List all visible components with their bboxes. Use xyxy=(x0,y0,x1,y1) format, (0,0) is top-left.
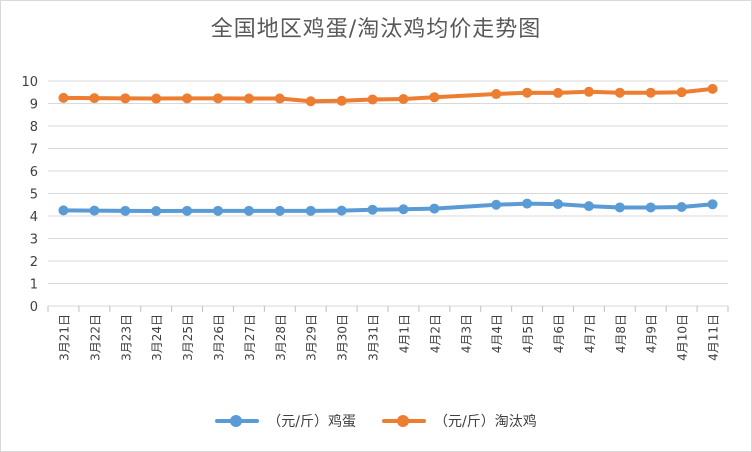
y-tick-label: 5 xyxy=(30,188,38,203)
data-point xyxy=(305,96,316,107)
data-point xyxy=(522,198,533,209)
data-point xyxy=(58,205,69,216)
x-tick-label: 3月21日 xyxy=(57,314,71,361)
x-tick-label: 3月27日 xyxy=(243,314,257,361)
legend: （元/斤）鸡蛋 （元/斤）淘汰鸡 xyxy=(1,411,751,431)
data-point xyxy=(182,205,193,216)
x-tick-label: 4月1日 xyxy=(397,314,411,353)
x-tick-label: 4月5日 xyxy=(521,314,535,353)
data-point xyxy=(336,95,347,106)
y-tick-label: 2 xyxy=(30,255,38,270)
y-tick-label: 1 xyxy=(30,278,38,293)
x-tick-label: 4月9日 xyxy=(645,314,659,353)
x-tick-label: 4月11日 xyxy=(707,314,721,361)
legend-label-egg: （元/斤）鸡蛋 xyxy=(267,414,356,430)
data-point xyxy=(89,205,100,216)
data-point xyxy=(614,87,625,98)
legend-item-egg: （元/斤）鸡蛋 xyxy=(215,411,356,431)
data-point xyxy=(367,94,378,105)
x-tick-label: 4月6日 xyxy=(552,314,566,353)
x-tick-label: 3月28日 xyxy=(274,314,288,361)
data-point xyxy=(274,93,285,104)
x-tick-label: 4月7日 xyxy=(583,314,597,353)
x-tick-label: 3月23日 xyxy=(119,314,133,361)
y-tick-label: 9 xyxy=(30,98,38,113)
legend-item-spent-hen: （元/斤）淘汰鸡 xyxy=(382,411,537,431)
x-tick-label: 4月2日 xyxy=(428,314,442,353)
data-point xyxy=(645,87,656,98)
legend-marker-egg xyxy=(215,415,260,427)
data-point xyxy=(367,204,378,215)
y-tick-label: 4 xyxy=(30,210,38,225)
y-tick-label: 7 xyxy=(30,143,38,158)
data-point xyxy=(243,205,254,216)
data-point xyxy=(583,201,594,212)
data-point xyxy=(522,87,533,98)
data-point xyxy=(429,203,440,214)
x-tick-label: 4月8日 xyxy=(614,314,628,353)
y-tick-label: 10 xyxy=(21,75,38,90)
x-tick-label: 3月30日 xyxy=(336,314,350,361)
data-point xyxy=(614,202,625,213)
x-tick-label: 4月3日 xyxy=(459,314,473,353)
data-point xyxy=(707,199,718,210)
data-point xyxy=(676,87,687,98)
data-point xyxy=(274,205,285,216)
data-point xyxy=(58,92,69,103)
x-tick-label: 3月25日 xyxy=(181,314,195,361)
chart-title: 全国地区鸡蛋/淘汰鸡均价走势图 xyxy=(210,17,542,42)
data-point xyxy=(151,93,162,104)
data-point xyxy=(553,87,563,98)
data-point xyxy=(707,83,718,94)
data-point xyxy=(429,92,440,103)
x-tick-label: 4月10日 xyxy=(676,314,690,361)
x-tick-label: 3月26日 xyxy=(212,314,226,361)
data-point xyxy=(676,202,687,212)
data-point xyxy=(120,205,131,216)
x-tick-label: 3月29日 xyxy=(305,314,319,361)
data-point xyxy=(213,205,223,216)
data-point xyxy=(151,206,162,217)
data-point xyxy=(398,204,409,215)
data-point xyxy=(645,202,656,213)
data-point xyxy=(553,199,563,210)
y-tick-label: 0 xyxy=(30,300,38,315)
y-tick-label: 8 xyxy=(30,120,38,135)
data-point xyxy=(89,93,100,104)
data-point xyxy=(182,93,193,104)
data-point xyxy=(305,205,316,216)
data-point xyxy=(491,89,502,100)
legend-marker-spent-hen xyxy=(382,415,426,427)
data-point xyxy=(583,86,594,97)
x-tick-label: 3月22日 xyxy=(88,314,102,361)
data-point xyxy=(336,205,347,216)
data-point xyxy=(398,94,409,104)
data-point xyxy=(213,93,223,104)
data-point xyxy=(243,93,254,104)
data-point xyxy=(491,199,502,210)
y-tick-label: 3 xyxy=(30,233,38,248)
x-tick-label: 3月24日 xyxy=(150,314,164,361)
legend-label-spent-hen: （元/斤）淘汰鸡 xyxy=(434,414,537,430)
y-tick-label: 6 xyxy=(30,165,38,180)
x-tick-label: 4月4日 xyxy=(490,314,504,353)
data-point xyxy=(120,93,131,104)
x-tick-label: 3月31日 xyxy=(367,314,381,361)
